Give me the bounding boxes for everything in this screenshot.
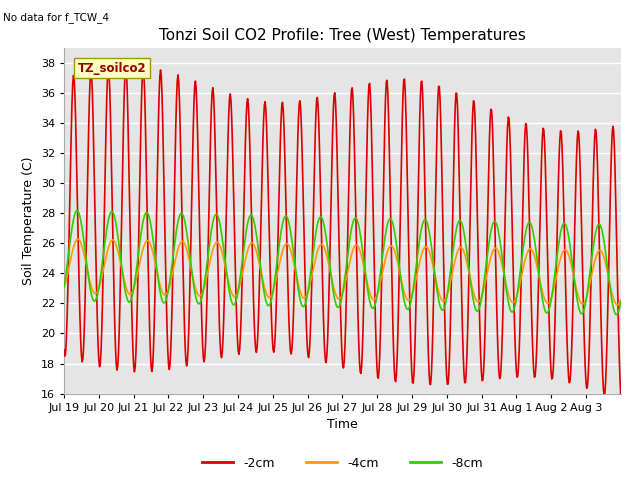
Text: No data for f_TCW_4: No data for f_TCW_4 bbox=[3, 12, 109, 23]
Y-axis label: Soil Temperature (C): Soil Temperature (C) bbox=[22, 156, 35, 285]
Legend: -2cm, -4cm, -8cm: -2cm, -4cm, -8cm bbox=[197, 452, 488, 475]
Text: TZ_soilco2: TZ_soilco2 bbox=[78, 62, 147, 75]
X-axis label: Time: Time bbox=[327, 418, 358, 431]
Title: Tonzi Soil CO2 Profile: Tree (West) Temperatures: Tonzi Soil CO2 Profile: Tree (West) Temp… bbox=[159, 28, 526, 43]
